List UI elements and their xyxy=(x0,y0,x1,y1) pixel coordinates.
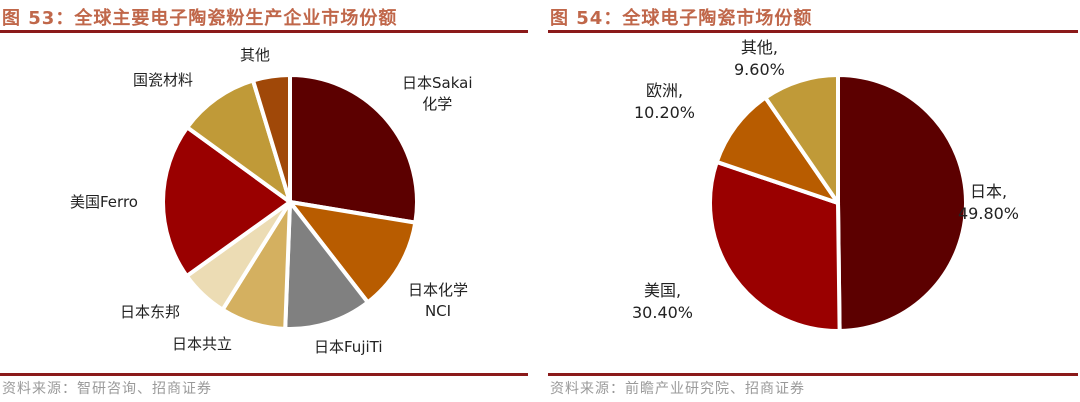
label-nci: 日本化学 NCI xyxy=(408,280,468,322)
label-europe: 欧洲, 10.20% xyxy=(634,80,695,124)
label-usa-name: 美国, xyxy=(643,281,682,300)
label-guoci: 国瓷材料 xyxy=(133,71,194,89)
label-europe-name: 欧洲, xyxy=(645,81,684,100)
figure-54-title: 图 54：全球电子陶瓷市场份额 xyxy=(550,8,813,29)
label-ferro: 美国Ferro xyxy=(70,193,138,211)
pie-slice xyxy=(836,73,968,333)
label-fujiti: 日本FujiTi xyxy=(314,338,383,356)
pie-slices xyxy=(161,73,419,331)
label-sakai-line1: 日本Sakai xyxy=(402,74,473,92)
pie-slice xyxy=(161,125,292,278)
label-usa: 美国, 30.40% xyxy=(632,280,693,324)
label-sakai-line2: 化学 xyxy=(422,95,453,113)
title-divider xyxy=(0,30,528,33)
pie-slice xyxy=(763,73,840,205)
label-japan-value: 49.80% xyxy=(958,204,1020,223)
figure-53-panel: 图 53：全球主要电子陶瓷粉生产企业市场份额 日本Sakai 化学 日本化学 N… xyxy=(0,0,528,402)
figure-53-title: 图 53：全球主要电子陶瓷粉生产企业市场份额 xyxy=(2,8,398,29)
figure-53-source: 资料来源：智研咨询、招商证券 xyxy=(2,381,212,397)
figure-54-source: 资料来源：前瞻产业研究院、招商证券 xyxy=(550,381,805,397)
footer-divider xyxy=(0,373,528,376)
label-japan-name: 日本, xyxy=(969,182,1008,201)
label-nci-line2: NCI xyxy=(424,302,452,320)
label-sakai: 日本Sakai 化学 xyxy=(402,73,473,115)
pie-slice xyxy=(288,73,419,225)
label-japan: 日本, 49.80% xyxy=(958,181,1019,225)
label-other: 其他, 9.60% xyxy=(734,37,785,81)
figure-54-panel: 图 54：全球电子陶瓷市场份额 日本, 49.80% 美国, 30.40% 欧洲… xyxy=(548,0,1078,402)
pie-chart-regions xyxy=(708,73,968,333)
label-kyoritsu: 日本共立 xyxy=(172,335,233,353)
label-nci-line1: 日本化学 xyxy=(408,281,469,299)
label-other: 其他 xyxy=(240,46,271,64)
footer-divider xyxy=(548,373,1078,376)
label-toho: 日本东邦 xyxy=(120,303,181,321)
pie-chart-companies xyxy=(161,73,419,331)
label-other-value: 9.60% xyxy=(734,60,785,79)
pie-slice xyxy=(288,200,418,305)
label-usa-value: 30.40% xyxy=(632,303,694,322)
label-other-name: 其他, xyxy=(740,38,778,57)
label-europe-value: 10.20% xyxy=(634,103,696,122)
title-divider xyxy=(548,30,1078,33)
pie-slice xyxy=(251,73,292,204)
pie-slice xyxy=(283,200,370,331)
pie-slices xyxy=(708,73,968,333)
pie-slice xyxy=(708,159,842,333)
